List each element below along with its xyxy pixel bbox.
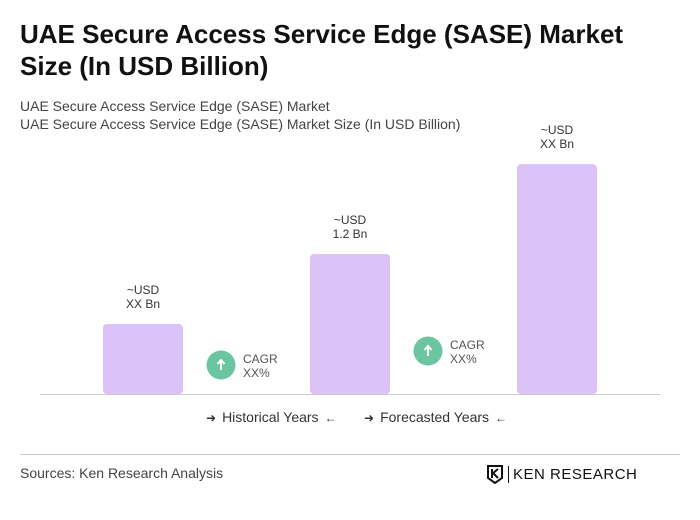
arrow-left-icon: ← xyxy=(495,411,508,425)
logo-text: KEN RESEARCH xyxy=(508,465,637,483)
arrow-up-icon xyxy=(216,358,226,370)
divider xyxy=(20,454,680,455)
chart-title: UAE Secure Access Service Edge (SASE) Ma… xyxy=(20,19,624,81)
logo-icon xyxy=(487,465,503,484)
data-label: ~USD xyxy=(127,283,160,297)
legend-forecasted-label: Forecasted Years xyxy=(380,409,490,425)
subtitle-2: UAE Secure Access Service Edge (SASE) Ma… xyxy=(20,116,461,132)
cagr-value: XX% xyxy=(450,352,477,366)
data-label: ~USD xyxy=(334,213,367,227)
cagr-label: CAGR xyxy=(243,352,278,366)
data-label: XX Bn xyxy=(126,297,160,311)
data-label: 1.2 Bn xyxy=(333,227,368,241)
data-label: ~USD xyxy=(541,123,574,137)
legend-forecasted: ➜ Forecasted Years ← xyxy=(358,409,513,425)
arrow-right-icon: ➜ xyxy=(364,411,375,425)
sources: Sources: Ken Research Analysis xyxy=(20,465,224,481)
arrow-up-icon xyxy=(423,344,433,356)
legend-historical: ➜ Historical Years ← xyxy=(200,409,343,425)
bar xyxy=(310,254,390,394)
bar xyxy=(103,324,183,394)
arrow-right-icon: ➜ xyxy=(206,411,217,425)
arrow-left-icon: ← xyxy=(324,411,337,425)
bar xyxy=(517,164,597,394)
legend-historical-label: Historical Years xyxy=(222,409,319,425)
ken-research-logo: KEN RESEARCH xyxy=(486,464,637,484)
subtitle: UAE Secure Access Service Edge (SASE) Ma… xyxy=(20,98,330,114)
cagr-label: CAGR xyxy=(450,338,485,352)
cagr-value: XX% xyxy=(243,366,270,380)
data-label: XX Bn xyxy=(540,137,574,151)
